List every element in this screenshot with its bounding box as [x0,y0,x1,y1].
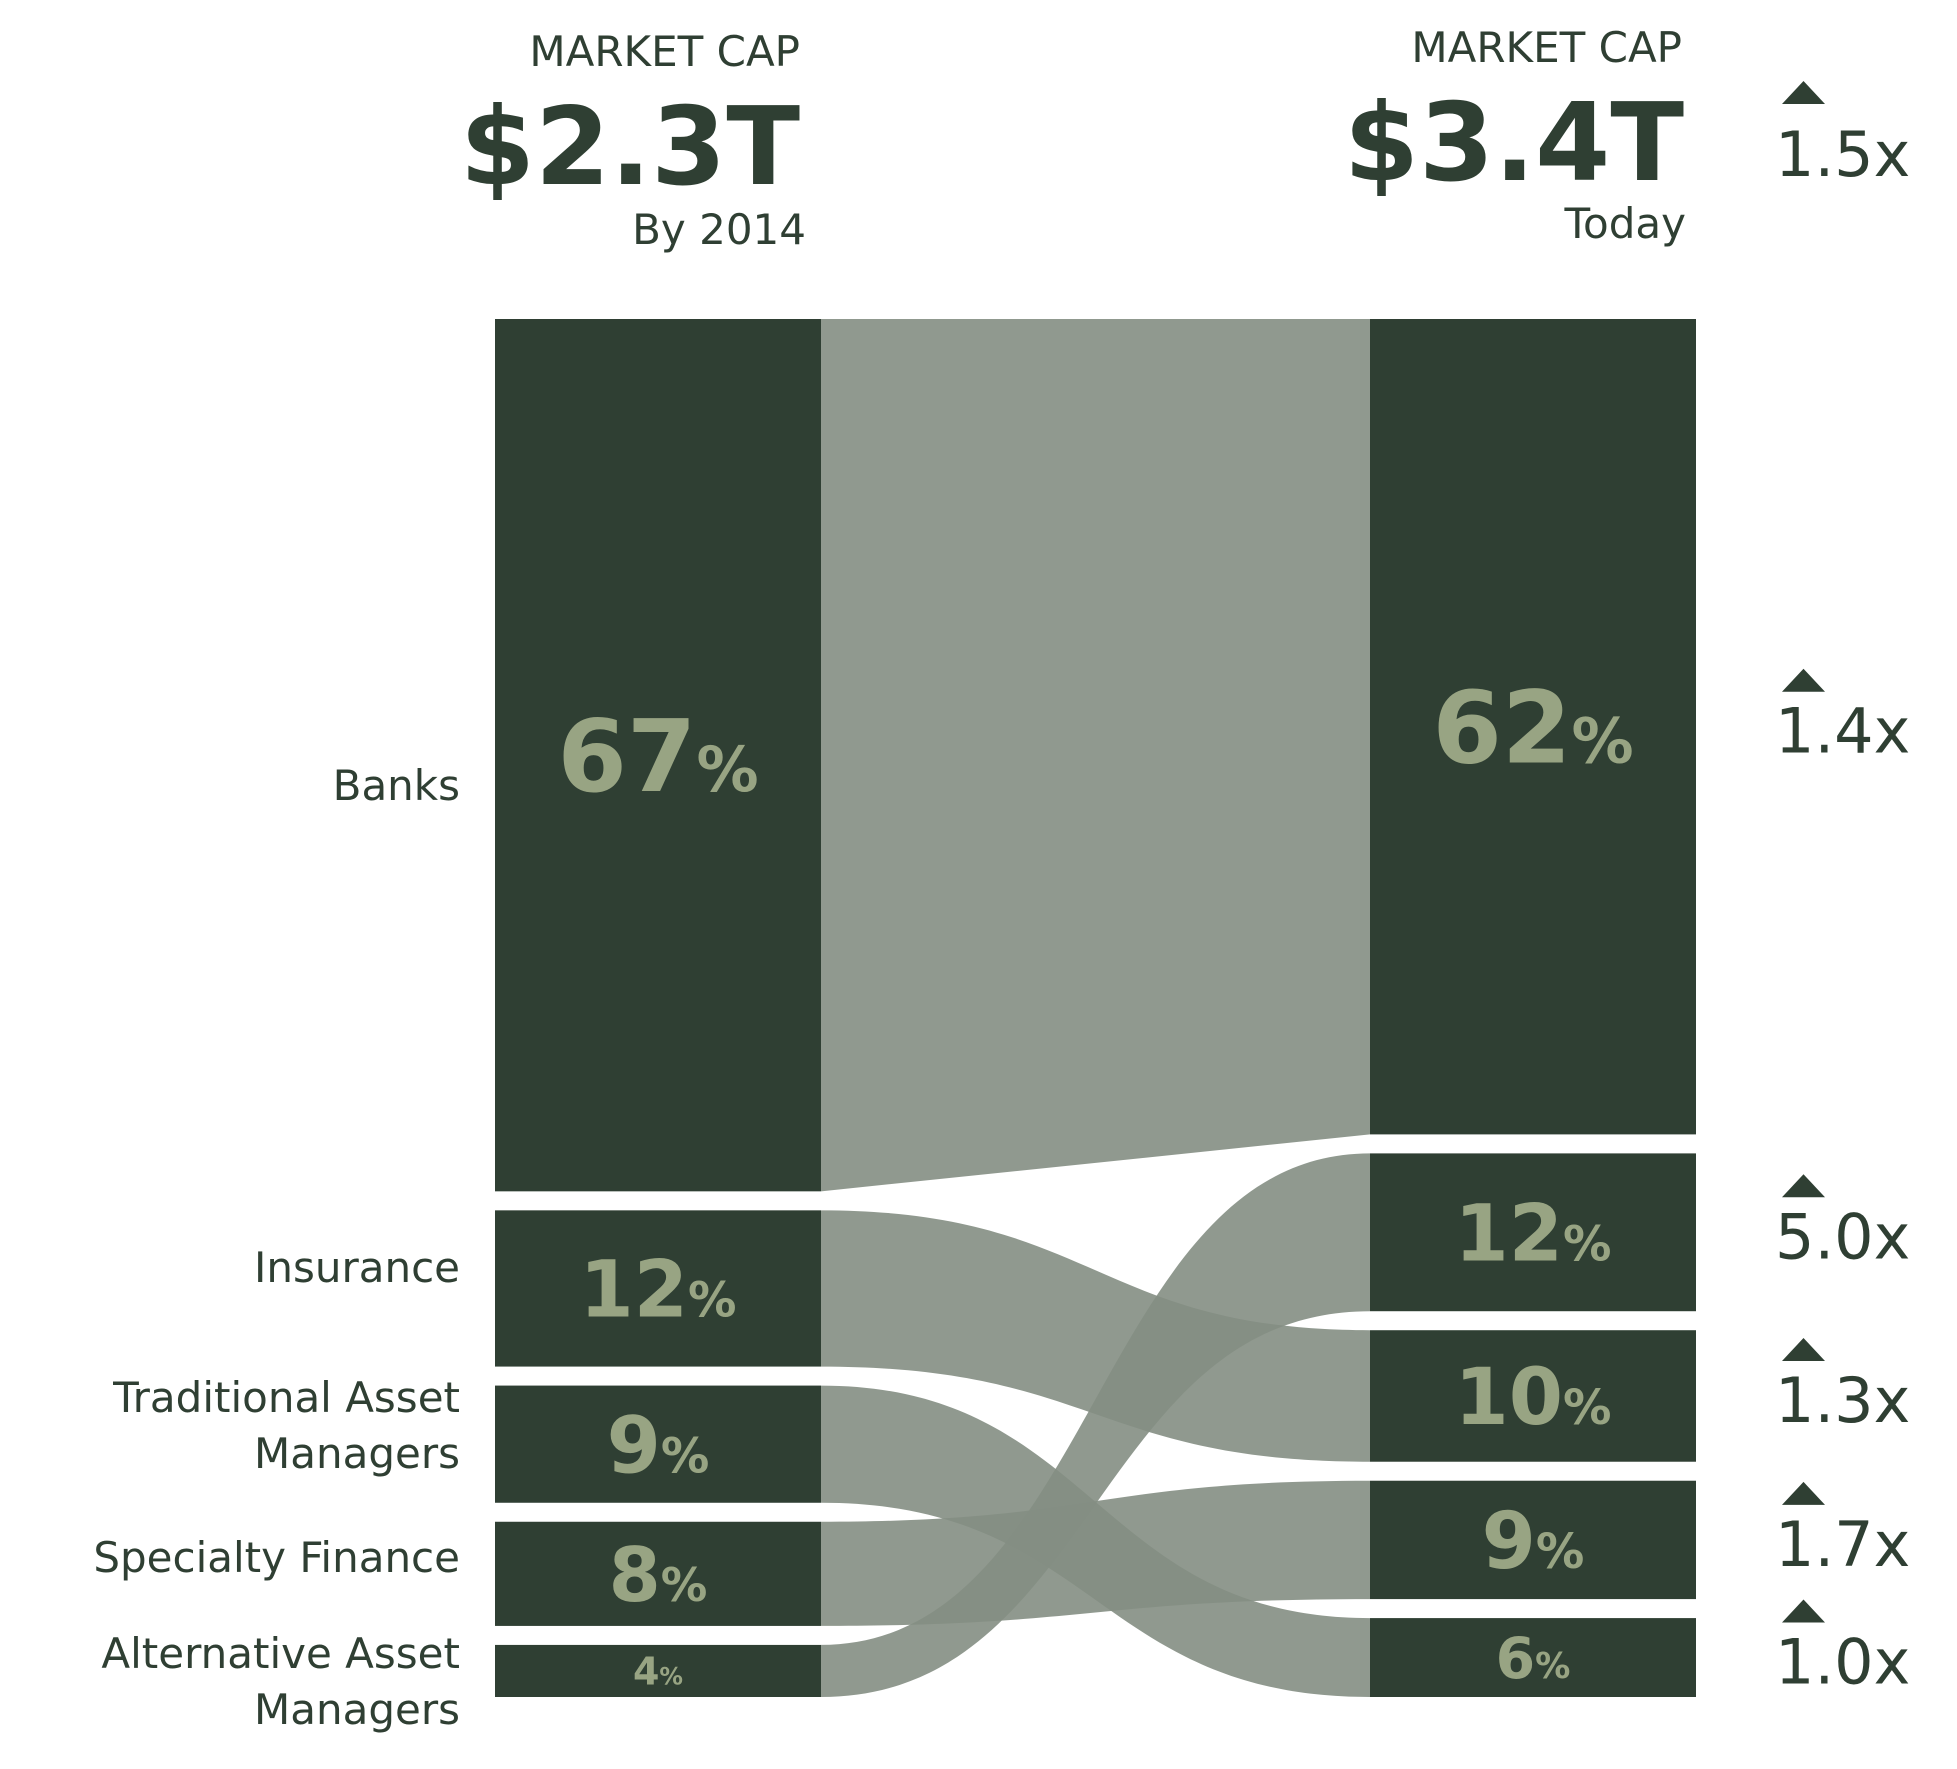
up-arrow-icon-traditional-asset-managers [1782,1599,1825,1623]
multiplier-banks: 1.4x [1775,695,1910,768]
header-right: MARKET CAP $3.4T Today [1344,23,1686,248]
category-label-insurance: Insurance [254,1243,460,1292]
total-up-arrow-icon [1782,81,1825,104]
bar-today-alternative-asset-managers [1370,1153,1696,1312]
bar-today-specialty-finance [1370,1480,1696,1600]
category-label-traditional-asset-managers-line-1: Traditional Asset [112,1373,460,1422]
multiplier-insurance: 1.3x [1775,1364,1910,1437]
pct-2014-specialty-finance: 8% [609,1531,708,1619]
category-label-alternative-asset-managers-line-2: Managers [254,1685,460,1734]
up-arrow-icon-insurance [1782,1337,1825,1361]
bar-2014-banks [495,319,821,1192]
pct-today-insurance: 10% [1454,1353,1611,1443]
pct-today-traditional-asset-managers: 6% [1496,1626,1571,1692]
flow-insurance [821,1210,1370,1462]
bar-2014-specialty-finance [495,1521,821,1626]
up-arrow-icon-specialty-finance [1782,1481,1825,1505]
bar-today-insurance [1370,1330,1696,1462]
pct-today-alternative-asset-managers: 12% [1454,1189,1611,1279]
header-right-sub: Today [1564,199,1686,248]
category-label-specialty-finance: Specialty Finance [93,1533,460,1582]
category-label-banks: Banks [333,761,460,810]
total-multiplier-value: 1.5x [1775,118,1910,191]
bars-layer: 67% 12% 9% 8% 4% 62% 12% 10% 9% 6% [495,319,1696,1697]
bar-2014-alternative-asset-managers [495,1644,821,1697]
flow-alternative-asset-managers [821,1153,1370,1697]
category-label-alternative-asset-managers-line-1: Alternative Asset [101,1629,460,1678]
pct-2014-insurance: 12% [579,1246,736,1336]
pct-2014-alternative-asset-managers: 4% [633,1650,683,1694]
multiplier-traditional-asset-managers: 1.0x [1775,1626,1910,1699]
header-left-value: $2.3T [460,85,800,210]
header-right-value: $3.4T [1344,81,1684,206]
pct-today-specialty-finance: 9% [1482,1497,1585,1587]
category-label-traditional-asset-managers-line-2: Managers [254,1429,460,1478]
flows-layer [821,319,1370,1697]
bar-2014-insurance [495,1210,821,1367]
header-left-sub: By 2014 [632,205,806,254]
bar-today-traditional-asset-managers [1370,1618,1696,1697]
header-left-label: MARKET CAP [529,27,800,76]
header-right-label: MARKET CAP [1411,23,1682,72]
up-arrow-icon-banks [1782,668,1825,692]
flow-specialty-finance [821,1480,1370,1626]
header-left: MARKET CAP $2.3T By 2014 [460,27,806,254]
multiplier-specialty-finance: 1.7x [1775,1508,1910,1581]
bar-2014-traditional-asset-managers [495,1385,821,1503]
up-arrow-icon-alternative-asset-managers [1782,1174,1825,1198]
pct-2014-traditional-asset-managers: 9% [607,1401,710,1491]
pct-2014-banks: 67% [557,698,758,815]
bar-today-banks [1370,319,1696,1135]
multiplier-alternative-asset-managers: 5.0x [1775,1200,1910,1273]
flow-banks [821,319,1370,1192]
total-multiplier: 1.5x [1775,81,1910,191]
pct-today-banks: 62% [1432,670,1633,787]
labels-layer: Banks Insurance Traditional Asset Managers S… [93,668,1910,1734]
